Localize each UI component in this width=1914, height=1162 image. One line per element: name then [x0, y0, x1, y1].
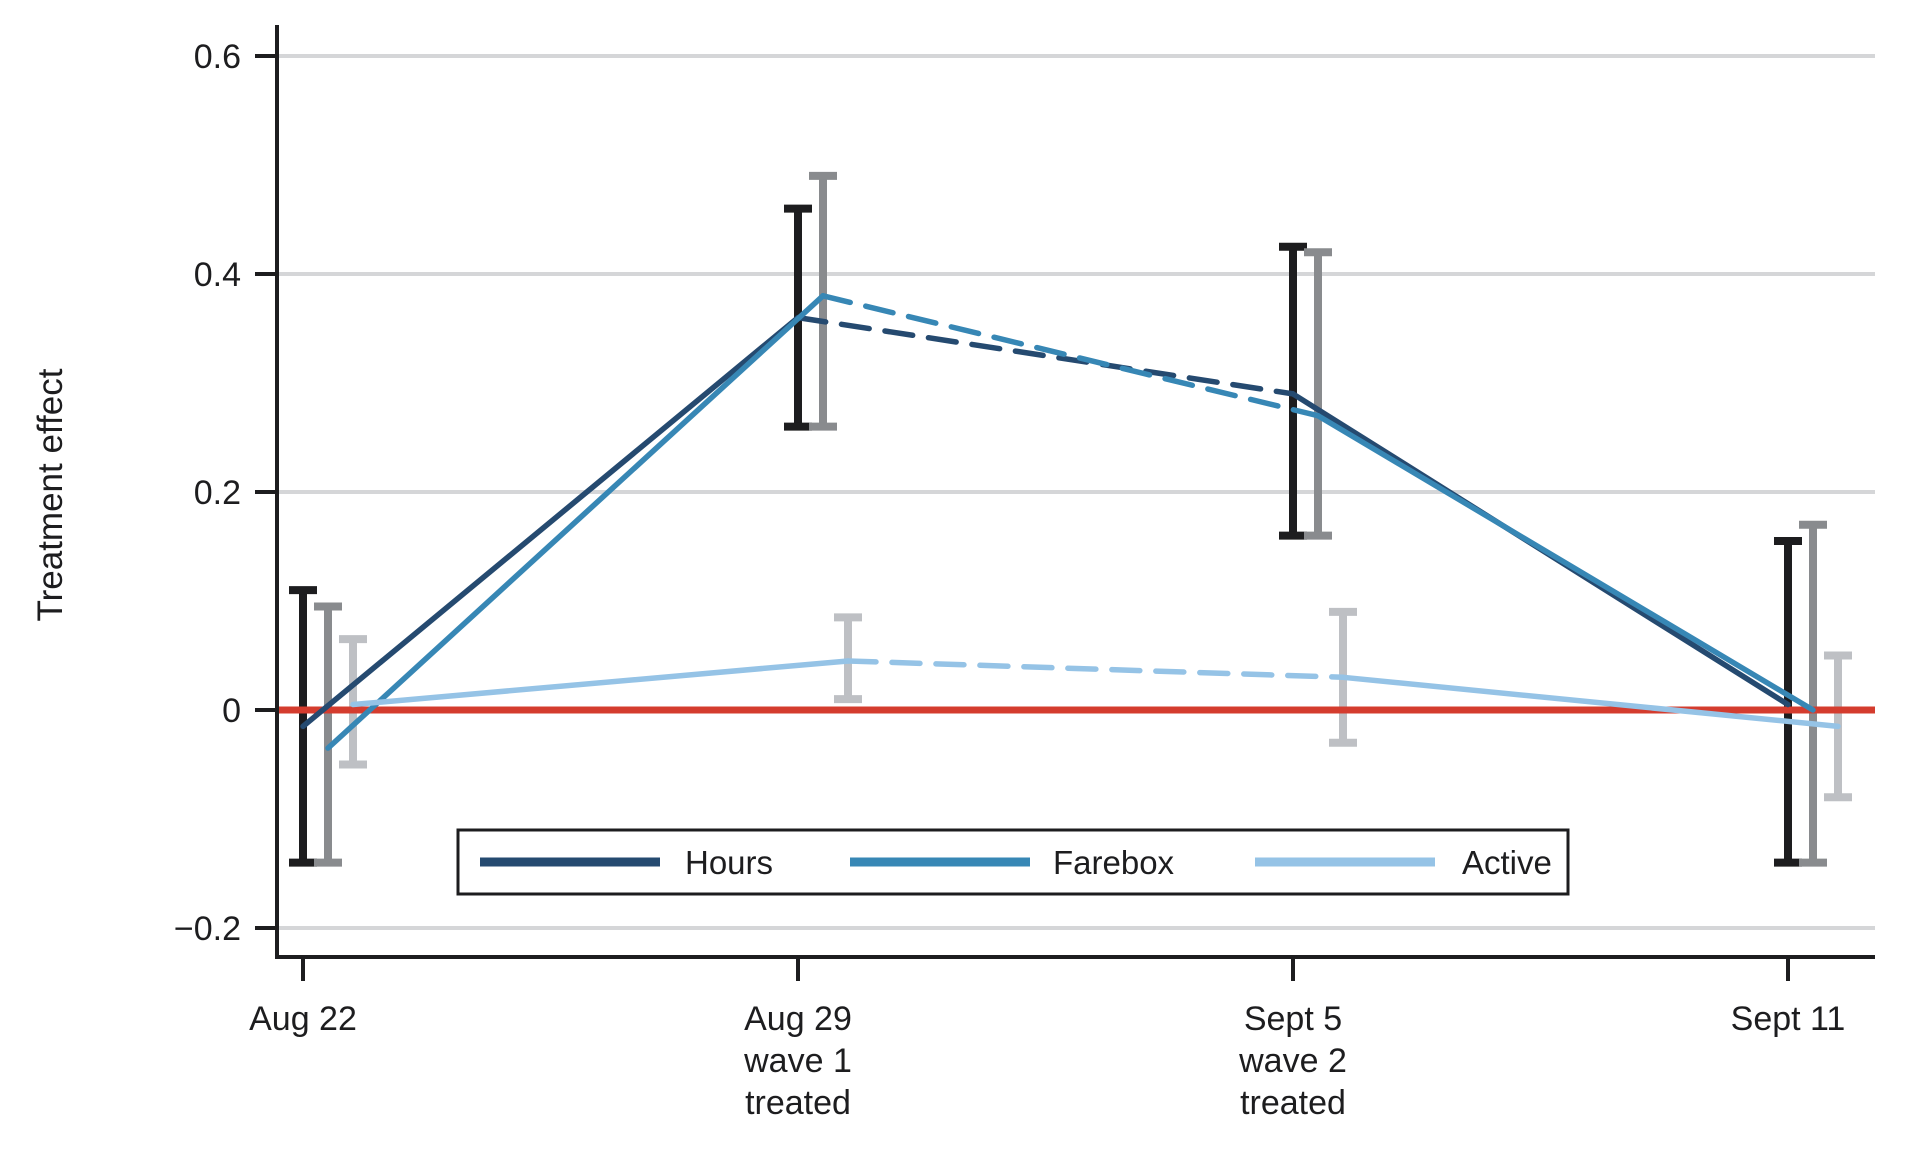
x-tick-label: treated: [1240, 1084, 1346, 1122]
legend-layer: Hours Farebox Active: [456, 828, 1570, 896]
legend-label-farebox: Farebox: [1053, 844, 1175, 881]
y-tick-label: 0.2: [194, 474, 241, 512]
series-lines-layer: [300, 293, 1841, 751]
axes-layer: [255, 25, 1875, 981]
x-tick-label: Sept 11: [1731, 1000, 1846, 1038]
legend-label-hours: Hours: [685, 844, 773, 881]
y-tick-label: 0.4: [194, 256, 241, 294]
series-line-farebox: [1315, 412, 1816, 713]
y-axis-title: Treatment effect: [31, 368, 70, 621]
series-line-active: [1340, 674, 1841, 730]
y-tick-label: −0.2: [174, 910, 241, 948]
x-tick-label: treated: [745, 1084, 851, 1122]
series-line-hours: [300, 314, 801, 730]
series-line-active: [845, 658, 1346, 681]
x-tick-label: Aug 22: [249, 1000, 357, 1038]
x-tick-label: Aug 29: [744, 1000, 852, 1038]
y-tick-label: 0: [222, 692, 241, 730]
series-line-hours: [795, 314, 1296, 397]
y-tick-label: 0.6: [194, 38, 241, 76]
legend-label-active: Active: [1462, 844, 1552, 881]
x-tick-label: wave 2: [1238, 1042, 1347, 1080]
gridlines-layer: [277, 54, 1875, 930]
x-tick-label: wave 1: [743, 1042, 852, 1080]
series-line-active: [350, 658, 851, 708]
series-line-farebox: [325, 293, 826, 751]
x-tick-label: Sept 5: [1244, 1000, 1342, 1038]
error-bars-layer: [289, 171, 1852, 867]
series-line-farebox: [820, 293, 1321, 419]
tick-labels-layer: 0.6 0.4 0.2 0 −0.2 Aug 22 Aug 29 wave 1 treated S…: [174, 38, 1845, 1122]
